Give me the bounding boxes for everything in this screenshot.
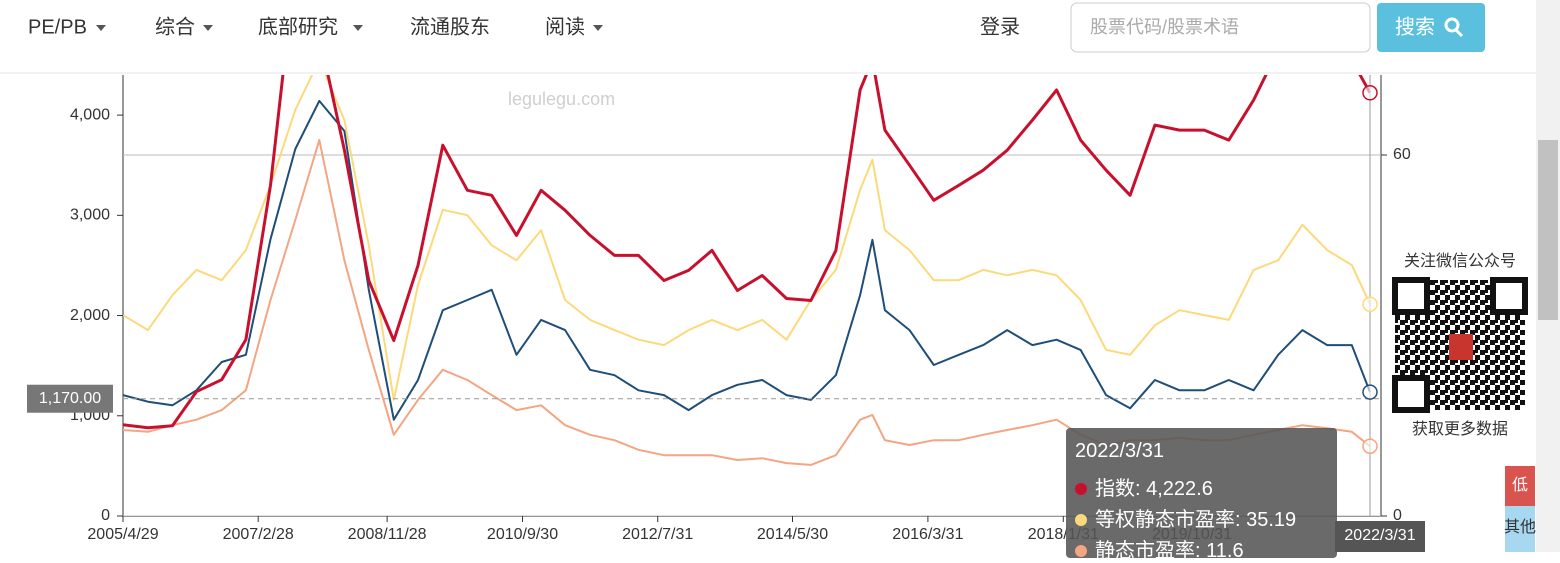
tooltip-name: 静态市盈率 [1095, 540, 1206, 562]
series-line [123, 99, 1371, 421]
nav-item[interactable]: PE/PB [28, 16, 87, 38]
series-line [123, 139, 1371, 466]
hover-marker [1362, 296, 1378, 313]
x-tick-label: 2014/5/30 [757, 526, 828, 543]
x-tick-label: 2016/3/31 [892, 526, 963, 543]
y-tick-label: 4,000 [70, 106, 110, 123]
side-tab-label: 其他 [1504, 518, 1536, 536]
tooltip: 2022/3/31 指数4,222.6 等权静态市盈率35.19 静态市盈率11… [1066, 428, 1337, 562]
qr-logo [1449, 334, 1473, 360]
search-input[interactable] [1070, 2, 1371, 53]
hover-marker [1362, 85, 1378, 101]
search-button-label: 搜索 [1395, 15, 1435, 38]
tooltip-row: 指数4,222.6 [1075, 472, 1213, 501]
qr-finder [1392, 277, 1430, 315]
qr-finder [1392, 375, 1430, 413]
nav-item[interactable]: 流通股东 [410, 15, 490, 38]
watermark: legulegu.com [508, 89, 615, 109]
x-tick-label: 2005/4/29 [87, 526, 158, 543]
tooltip-dot [1075, 514, 1087, 526]
tooltip-dot [1075, 483, 1087, 495]
search-button[interactable] [1377, 3, 1485, 52]
scrollbar-thumb[interactable] [1538, 140, 1558, 320]
caret [593, 25, 603, 31]
side-tab[interactable] [1505, 466, 1535, 506]
tooltip-value: 4,222.6 [1146, 478, 1213, 500]
nav-item[interactable]: 综合 [155, 15, 195, 38]
hover-marker [1362, 438, 1378, 454]
series-line [123, 75, 1371, 401]
hover-marker [1362, 384, 1378, 400]
crosshair-y-label-box [27, 384, 113, 413]
y2-tick-label: 60 [1393, 146, 1411, 163]
tooltip-value: 11.6 [1206, 540, 1244, 562]
search-placeholder: 股票代码/股票术语 [1090, 17, 1239, 37]
x-tick-label: 2012/7/31 [622, 526, 693, 543]
tooltip-name: 指数 [1095, 478, 1146, 500]
caret [96, 25, 106, 31]
tooltip-title: 2022/3/31 [1075, 440, 1164, 462]
x-tick-label: 2010/9/30 [487, 526, 558, 543]
tooltip-row: 静态市盈率11.6 [1075, 534, 1244, 563]
series-line [123, 75, 1372, 430]
tooltip-value: 35.19 [1246, 509, 1297, 531]
caret [203, 25, 213, 31]
qr-finder [1490, 277, 1528, 315]
search-icon [1454, 28, 1464, 38]
tooltip-row: 等权静态市盈率35.19 [1075, 503, 1296, 532]
tooltip-dot [1075, 545, 1087, 557]
y-tick-label: 3,000 [70, 207, 110, 224]
nav-item[interactable]: 底部研究 [258, 15, 338, 38]
x-tick-label: 2008/11/28 [348, 526, 427, 543]
y-tick-label: 0 [101, 507, 110, 524]
crosshair-x-label-box [1335, 521, 1425, 552]
search-icon [1444, 17, 1460, 33]
side-tab[interactable] [1505, 506, 1535, 552]
qr-caption: 关注微信公众号 [1404, 252, 1516, 270]
login[interactable]: 登录 [980, 15, 1020, 38]
y2-tick-label: 0 [1393, 507, 1402, 524]
crosshair-x-label: 2022/3/31 [1344, 527, 1415, 544]
qr-caption: 获取更多数据 [1412, 420, 1508, 438]
x-tick-label: 2007/2/28 [223, 526, 294, 543]
crosshair-y-label: 1,170.00 [39, 390, 101, 407]
tooltip-name: 等权静态市盈率 [1095, 509, 1246, 531]
y-tick-label: 2,000 [70, 307, 110, 324]
side-tab-label: 低 [1512, 476, 1528, 494]
nav-item[interactable]: 阅读 [545, 15, 585, 38]
caret [353, 25, 363, 31]
